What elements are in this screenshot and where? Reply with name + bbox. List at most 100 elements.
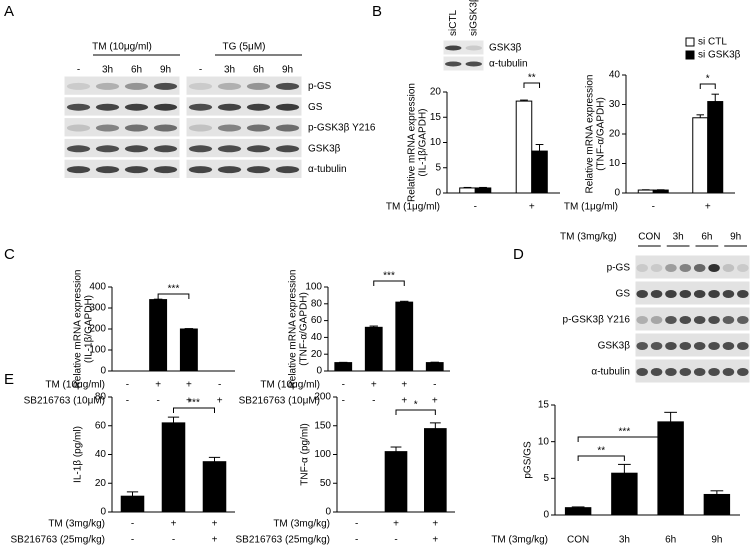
- y-tick-label: 10: [430, 137, 442, 148]
- y-tick-label: 60: [311, 315, 323, 326]
- condition-value: +: [401, 396, 407, 407]
- condition-label: TM (3mg/kg): [48, 519, 105, 530]
- blot-band: [153, 103, 178, 111]
- blot-band: [95, 82, 120, 90]
- blot-band: [722, 264, 735, 272]
- bar: [120, 495, 145, 513]
- x-tick-label: 6h: [665, 535, 676, 546]
- lane-label: 6h: [253, 65, 264, 76]
- y-tick-label: 150: [314, 420, 331, 431]
- x-axis-label: TM (3mg/kg): [491, 535, 548, 546]
- group-label: TM (10μg/ml): [92, 42, 152, 53]
- x-axis-label: TM (1μg/ml): [564, 202, 618, 213]
- blot-band: [124, 145, 149, 153]
- blot-band: [708, 368, 720, 376]
- blot-band: [188, 166, 213, 174]
- condition-value: -: [342, 396, 345, 407]
- bar: [707, 101, 724, 194]
- condition-value: +: [393, 519, 399, 530]
- blot-band: [95, 145, 120, 153]
- blot-band: [636, 290, 648, 298]
- lane-label: 6h: [131, 65, 142, 76]
- significance-bracket: [373, 280, 405, 286]
- y-tick-label: 0: [435, 188, 441, 199]
- condition-value: +: [171, 519, 177, 530]
- y-axis-label: TNF-α (pg/ml): [300, 423, 311, 485]
- blot-band: [275, 82, 300, 90]
- y-tick-label: 0: [316, 366, 322, 377]
- y-axis-label: (IL-1β/GAPDH): [418, 109, 429, 177]
- condition-value: +: [432, 519, 438, 530]
- lane-label: 6h: [701, 232, 712, 243]
- blot-band: [722, 342, 735, 350]
- blot-band: [708, 316, 720, 324]
- blot-band: [95, 124, 120, 132]
- blot-band: [708, 290, 720, 298]
- panel-letter: C: [4, 246, 15, 263]
- bar: [459, 187, 476, 194]
- blot-strip: [63, 117, 181, 138]
- condition-label: SB216763 (25mg/kg): [10, 535, 105, 546]
- blot-band: [636, 368, 648, 376]
- y-axis-label: (IL-1β/GAPDH): [84, 295, 95, 363]
- significance-label: ***: [383, 271, 395, 282]
- condition-value: +: [401, 380, 407, 391]
- blot-band: [679, 290, 692, 298]
- blot-band: [124, 103, 149, 111]
- blot-band: [650, 290, 663, 298]
- y-tick-label: 40: [95, 449, 107, 460]
- condition-label: SB216763 (10μM): [239, 396, 320, 407]
- blot-band: [693, 342, 706, 350]
- significance-bracket: [173, 407, 215, 413]
- condition-value: +: [186, 396, 192, 407]
- blot-band: [188, 82, 213, 90]
- condition-value: -: [126, 396, 129, 407]
- blot-band: [737, 290, 749, 298]
- blot-band: [679, 342, 692, 350]
- significance-label: ***: [619, 427, 631, 438]
- blot-band: [153, 145, 178, 153]
- x-tick-label: +: [529, 202, 535, 213]
- blot-band: [188, 103, 213, 111]
- blot-band: [636, 316, 648, 324]
- condition-value: +: [212, 519, 218, 530]
- x-tick-label: -: [474, 202, 477, 213]
- lane-label: -: [199, 65, 202, 76]
- blot-band: [708, 342, 720, 350]
- bar: [637, 189, 654, 194]
- bar: [334, 362, 353, 372]
- blot-band: [153, 124, 178, 132]
- legend-label: si GSK3β: [698, 50, 741, 61]
- blot-band: [217, 166, 242, 174]
- significance-bracket: [577, 455, 625, 461]
- lane-label: siGSK3β: [468, 0, 479, 36]
- bar: [425, 362, 444, 372]
- condition-label: SB216763 (25mg/kg): [235, 535, 330, 546]
- condition-value: -: [126, 380, 129, 391]
- y-tick-label: 0: [325, 507, 331, 518]
- significance-label: *: [706, 74, 710, 85]
- x-tick-label: +: [705, 202, 711, 213]
- y-axis-label: Relative mRNA expression: [407, 83, 418, 202]
- lane-label: 3h: [102, 65, 113, 76]
- legend-swatch: [685, 50, 695, 60]
- y-tick-label: 200: [314, 392, 331, 403]
- condition-value: -: [156, 396, 159, 407]
- blot-band: [124, 124, 149, 132]
- blot-band: [217, 124, 242, 132]
- row-label: GSK3β: [489, 43, 522, 54]
- lane-label: 3h: [673, 232, 684, 243]
- blot-strip: [185, 75, 303, 96]
- blot-band: [188, 124, 213, 132]
- blot-band: [246, 82, 271, 90]
- blot-band: [66, 166, 91, 174]
- significance-label: **: [528, 73, 536, 84]
- blot-band: [650, 342, 663, 350]
- y-tick-label: 15: [538, 400, 550, 411]
- y-axis-label: (TNF-α/GAPDH): [299, 292, 310, 366]
- y-tick-label: 0: [100, 507, 106, 518]
- bar: [395, 301, 414, 372]
- condition-value: -: [172, 535, 175, 546]
- bar: [149, 299, 168, 372]
- blot-band: [679, 368, 692, 376]
